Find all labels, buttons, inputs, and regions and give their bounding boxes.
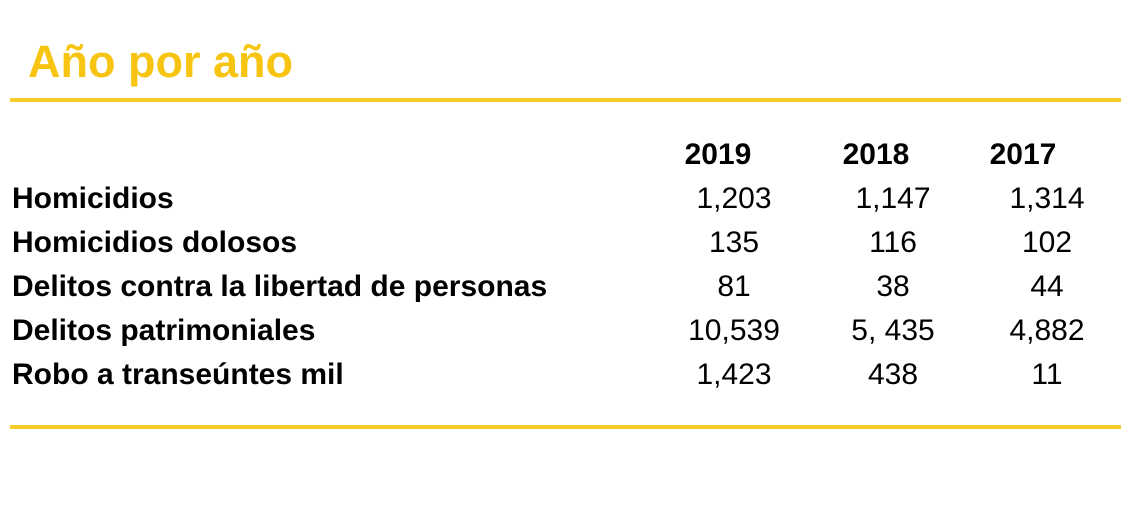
cell-value: 438 — [867, 358, 919, 391]
row-label: Delitos contra la libertad de personas — [12, 270, 548, 303]
column-header: 2017 — [989, 138, 1057, 171]
top-rule — [10, 98, 1121, 102]
row-label: Delitos patrimoniales — [12, 314, 316, 347]
row-label: Homicidios dolosos — [12, 226, 298, 259]
cell-value: 1,423 — [696, 358, 772, 391]
cell-value: 102 — [1021, 226, 1073, 259]
cell-value: 135 — [708, 226, 760, 259]
cell-value: 1,314 — [1009, 182, 1085, 215]
cell-value: 1,203 — [696, 182, 772, 215]
cell-value: 116 — [869, 226, 917, 259]
cell-value: 5, 435 — [851, 314, 935, 347]
column-header: 2019 — [684, 138, 752, 171]
cell-value: 38 — [876, 270, 910, 303]
cell-value: 11 — [1031, 358, 1063, 391]
cell-value: 81 — [717, 270, 751, 303]
column-header: 2018 — [842, 138, 910, 171]
bottom-rule — [10, 425, 1121, 429]
cell-value: 1,147 — [855, 182, 931, 215]
cell-value: 44 — [1030, 270, 1064, 303]
row-label: Homicidios — [12, 182, 174, 215]
row-label: Robo a transeúntes mil — [12, 358, 344, 391]
cell-value: 10,539 — [688, 314, 780, 347]
cell-value: 4,882 — [1009, 314, 1085, 347]
title: Año por año — [28, 36, 293, 87]
